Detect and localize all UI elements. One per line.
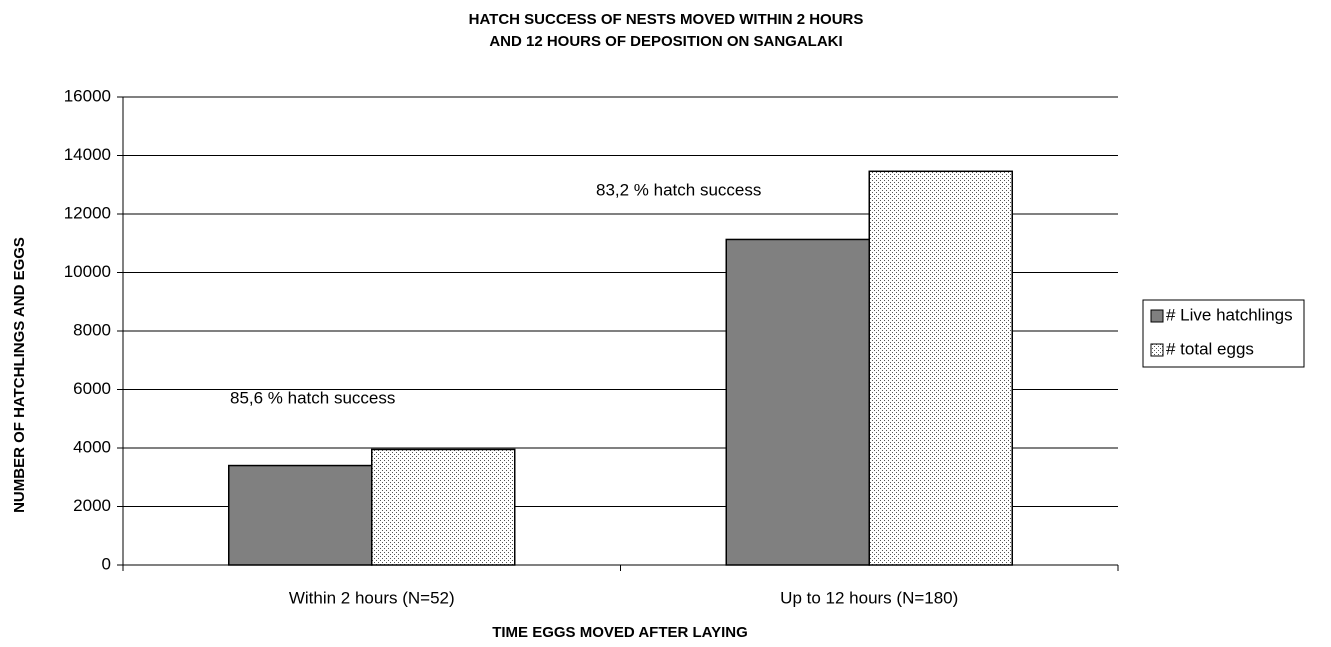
y-tick-label: 6000 xyxy=(73,379,111,398)
annotation: 85,6 % hatch success xyxy=(230,388,395,407)
legend-swatch xyxy=(1150,343,1164,357)
y-tick-label: 16000 xyxy=(64,86,111,105)
bar xyxy=(868,170,1013,566)
bar xyxy=(371,448,516,566)
chart-title: AND 12 HOURS OF DEPOSITION ON SANGALAKI xyxy=(489,33,842,50)
y-axis-label: NUMBER OF HATCHLINGS AND EGGS xyxy=(11,237,28,513)
y-tick-label: 14000 xyxy=(64,145,111,164)
bar xyxy=(228,464,373,566)
y-tick-label: 4000 xyxy=(73,437,111,456)
y-tick-label: 8000 xyxy=(73,320,111,339)
x-axis-label: TIME EGGS MOVED AFTER LAYING xyxy=(492,624,748,641)
legend-label: # total eggs xyxy=(1166,339,1254,358)
y-tick-label: 2000 xyxy=(73,496,111,515)
legend-swatch xyxy=(1150,309,1164,323)
legend-label: # Live hatchlings xyxy=(1166,305,1293,324)
annotation: 83,2 % hatch success xyxy=(596,180,761,199)
x-tick-label: Up to 12 hours (N=180) xyxy=(780,588,958,607)
legend xyxy=(1142,299,1305,368)
y-tick-label: 12000 xyxy=(64,203,111,222)
bar xyxy=(725,238,870,566)
chart-title: HATCH SUCCESS OF NESTS MOVED WITHIN 2 HO… xyxy=(469,11,864,28)
x-tick-label: Within 2 hours (N=52) xyxy=(289,588,455,607)
y-tick-label: 0 xyxy=(102,554,111,573)
y-tick-label: 10000 xyxy=(64,262,111,281)
